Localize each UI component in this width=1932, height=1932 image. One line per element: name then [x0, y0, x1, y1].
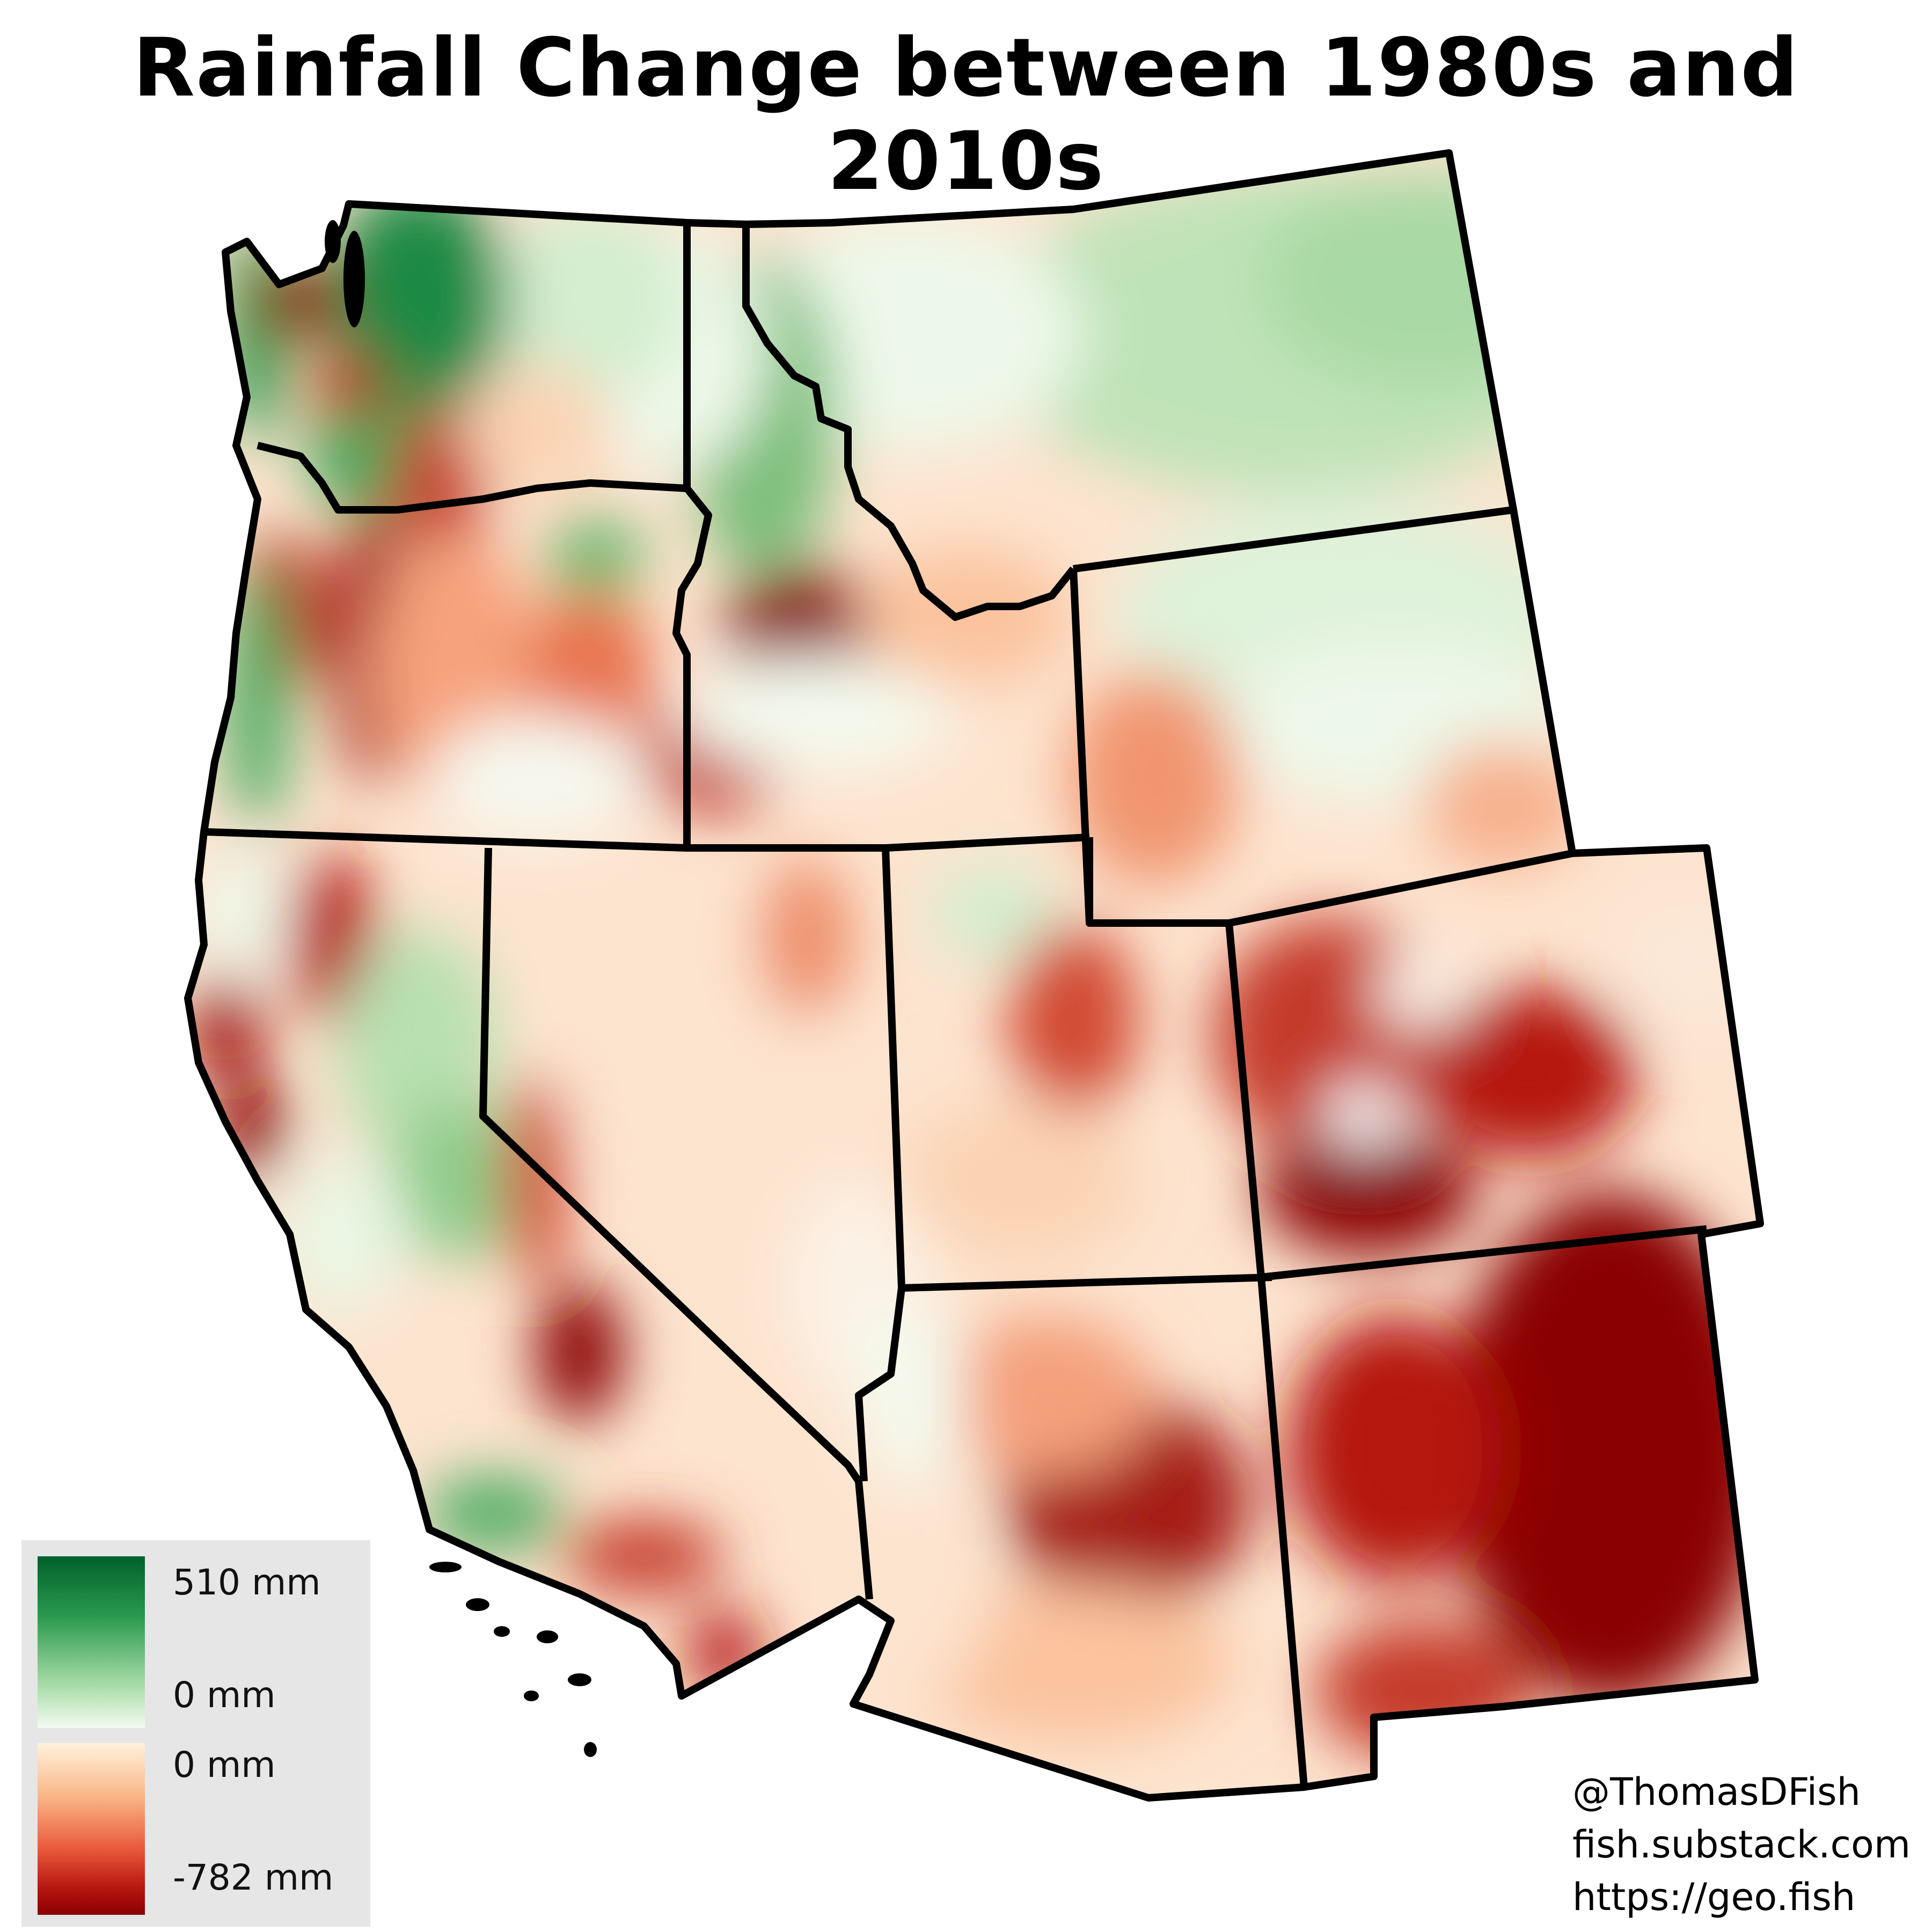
legend-increase-ramp	[38, 1556, 145, 1728]
legend: 510 mm 0 mm 0 mm -782 mm	[21, 1540, 370, 1927]
legend-zero-increase-label: 0 mm	[173, 1674, 276, 1716]
page-title: Rainfall Change between 1980s and 2010s	[133, 21, 1799, 208]
legend-decrease-ramp	[38, 1743, 145, 1915]
legend-max-label: 510 mm	[173, 1562, 321, 1603]
credits: @ThomasDFish fish.substack.com https://g…	[1572, 1766, 1911, 1923]
legend-min-label: -782 mm	[173, 1857, 334, 1898]
state-borders	[184, 149, 1764, 1802]
credit-website[interactable]: https://geo.fish	[1572, 1875, 1856, 1919]
credit-substack[interactable]: fish.substack.com	[1572, 1823, 1911, 1867]
coastal-islands	[325, 220, 597, 1757]
rainfall-raster	[188, 153, 1760, 1798]
legend-zero-decrease-label: 0 mm	[173, 1744, 276, 1785]
credit-twitter[interactable]: @ThomasDFish	[1572, 1770, 1861, 1814]
